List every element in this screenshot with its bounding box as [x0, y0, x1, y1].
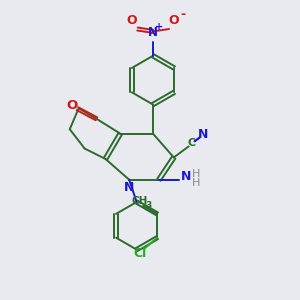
Text: O: O — [169, 14, 179, 27]
Text: N: N — [148, 26, 158, 39]
Text: 3: 3 — [145, 201, 152, 210]
Text: CH: CH — [131, 196, 148, 206]
Text: H: H — [192, 169, 200, 179]
Text: N: N — [123, 181, 134, 194]
Text: +: + — [155, 22, 163, 32]
Text: Cl: Cl — [134, 247, 147, 260]
Text: O: O — [126, 14, 137, 27]
Text: H: H — [192, 178, 200, 188]
Text: O: O — [67, 99, 78, 112]
Text: C: C — [188, 139, 196, 148]
Text: N: N — [198, 128, 208, 141]
Text: -: - — [180, 8, 185, 21]
Text: N: N — [181, 170, 191, 183]
